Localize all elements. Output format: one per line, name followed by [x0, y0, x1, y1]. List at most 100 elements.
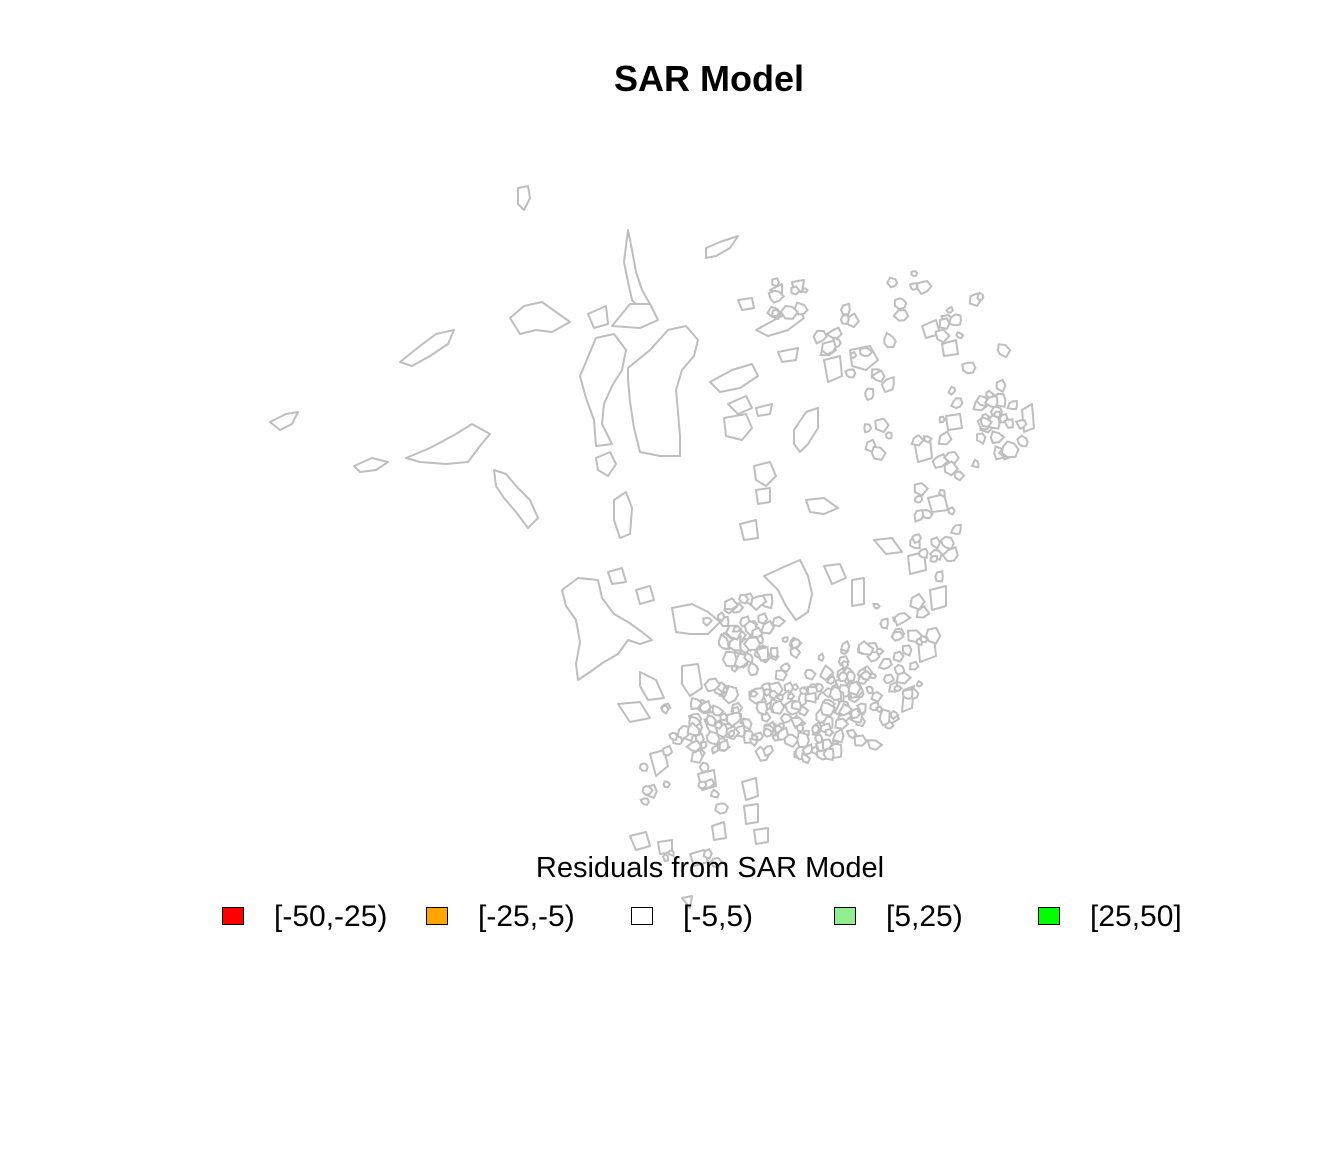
region-polygon	[777, 347, 799, 363]
region-polygon	[961, 361, 977, 375]
region-polygon	[789, 646, 802, 660]
region-polygon	[917, 547, 929, 559]
region-polygon	[812, 329, 829, 345]
region-polygon	[953, 470, 966, 482]
region-polygon	[1014, 419, 1028, 430]
region-polygon	[823, 563, 847, 585]
region-polygon	[353, 457, 389, 473]
region-polygon	[769, 646, 779, 659]
region-polygon	[941, 339, 959, 357]
region-polygon	[979, 415, 994, 428]
region-polygon	[661, 853, 669, 863]
region-polygon	[975, 432, 987, 445]
region-polygon	[874, 417, 890, 434]
region-polygon	[716, 610, 726, 623]
region-polygon	[801, 743, 814, 757]
region-polygon	[595, 451, 617, 477]
region-polygon	[660, 704, 670, 715]
region-polygon	[985, 389, 996, 399]
region-polygon	[875, 705, 884, 714]
region-polygon	[762, 744, 775, 758]
region-polygon	[925, 626, 942, 645]
region-polygon	[851, 577, 865, 607]
region-polygon	[804, 691, 817, 704]
region-polygon	[587, 305, 609, 329]
region-polygon	[824, 727, 835, 737]
region-polygon	[668, 731, 678, 742]
region-polygon	[970, 458, 980, 469]
region-polygon	[811, 724, 821, 735]
region-polygon	[800, 287, 809, 294]
region-polygon	[818, 664, 835, 682]
legend-label: [-50,-25)	[274, 900, 388, 933]
legend-label: [-25,-5)	[478, 900, 575, 933]
legend-swatch	[1038, 907, 1060, 925]
region-polygon	[739, 519, 759, 541]
region-polygon	[864, 387, 875, 402]
region-polygon	[627, 325, 699, 457]
region-polygon	[889, 709, 900, 721]
region-polygon	[817, 652, 825, 663]
region-polygon	[757, 611, 769, 625]
region-polygon	[870, 445, 887, 462]
region-polygon	[913, 482, 930, 497]
region-polygon	[976, 291, 985, 302]
region-polygon	[855, 702, 867, 716]
region-polygon	[738, 593, 750, 605]
region-polygon	[709, 856, 724, 869]
region-polygon	[561, 577, 653, 681]
region-polygon	[989, 430, 1006, 445]
region-polygon	[884, 431, 893, 440]
region-polygon	[771, 615, 787, 628]
region-polygon	[938, 415, 946, 424]
region-polygon	[870, 369, 886, 383]
region-polygon	[858, 346, 874, 358]
region-polygon	[641, 785, 654, 797]
region-polygon	[796, 730, 810, 749]
region-polygon	[741, 777, 759, 801]
region-polygon	[879, 617, 889, 630]
region-polygon	[893, 685, 904, 692]
region-polygon	[859, 670, 872, 681]
region-polygon	[770, 699, 786, 715]
region-polygon	[790, 700, 802, 712]
region-polygon	[1016, 434, 1029, 448]
legend-label: [25,50]	[1090, 900, 1182, 933]
region-polygon	[635, 585, 655, 605]
region-polygon	[709, 788, 720, 799]
region-polygon	[702, 616, 714, 627]
region-polygon	[681, 895, 693, 909]
region-polygon	[783, 681, 795, 694]
region-polygon	[703, 677, 721, 693]
region-polygon	[915, 679, 924, 688]
region-polygon	[800, 752, 812, 765]
region-polygon	[718, 738, 730, 752]
region-polygon	[717, 632, 730, 651]
region-polygon	[697, 780, 708, 790]
region-polygon	[698, 699, 712, 713]
region-polygon	[714, 720, 724, 730]
region-polygon	[945, 305, 954, 314]
region-polygon	[623, 229, 651, 313]
region-polygon	[617, 701, 651, 723]
region-polygon	[919, 634, 929, 644]
region-polygon	[405, 423, 491, 465]
small-region-boundaries	[638, 270, 1029, 869]
region-polygon	[700, 741, 708, 750]
region-polygon	[747, 661, 759, 677]
region-polygon	[722, 684, 740, 705]
region-polygon	[638, 762, 649, 772]
region-polygon	[767, 289, 786, 304]
legend-swatch	[222, 907, 244, 925]
region-polygon	[768, 689, 780, 700]
region-polygon	[823, 355, 843, 383]
map-title: SAR Model	[613, 58, 804, 99]
region-polygon	[844, 368, 857, 379]
region-polygon	[710, 743, 720, 755]
region-polygon	[847, 680, 862, 697]
region-polygon	[786, 691, 796, 701]
region-polygon	[908, 282, 919, 292]
region-polygon	[755, 487, 771, 505]
region-polygon	[934, 570, 944, 583]
region-polygon	[517, 185, 531, 211]
